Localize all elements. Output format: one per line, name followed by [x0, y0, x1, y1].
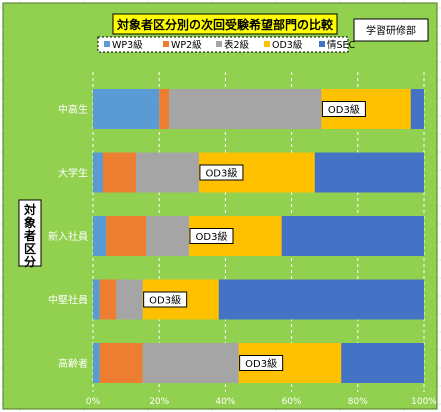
category-label: 大学生: [58, 167, 88, 180]
chart-area: [2, 2, 438, 410]
bar-segment: [142, 343, 239, 383]
legend-swatch: [319, 41, 325, 47]
chart-title: 対象者区分別の次回受験希望部門の比較: [116, 17, 334, 32]
data-label-box: [321, 101, 366, 117]
legend-swatch: [104, 41, 110, 47]
data-label: OD3級: [245, 357, 277, 370]
bar-segment: [93, 343, 100, 383]
bar-segment: [102, 152, 137, 193]
bar-segment: [159, 89, 170, 129]
bar-segment: [93, 89, 160, 129]
bar-segment: [99, 343, 143, 383]
x-tick-label: 100%: [411, 397, 437, 407]
legend-label: OD3級: [272, 39, 303, 51]
bar-segment: [93, 216, 107, 256]
bar-segment: [281, 216, 424, 256]
category-label: 中高生: [58, 103, 88, 116]
y-axis-title-char: 区: [24, 242, 36, 256]
y-axis-title-char: 対: [23, 202, 36, 217]
category-label: 中堅社員: [48, 294, 88, 307]
data-label-box: [189, 228, 234, 244]
bar-segment: [314, 152, 424, 193]
bar-segment: [116, 279, 143, 320]
data-label-box: [239, 355, 284, 371]
data-label: OD3級: [328, 103, 360, 116]
y-axis-title-char: 分: [24, 254, 36, 269]
bar-segment: [341, 343, 424, 383]
bar-segment: [145, 216, 189, 256]
category-label: 新入社員: [48, 230, 88, 243]
bar-segment: [93, 279, 100, 320]
legend-swatch: [264, 41, 270, 47]
bar-segment: [106, 216, 146, 256]
category-label: 高齢者: [58, 357, 88, 370]
data-label: OD3級: [196, 230, 228, 243]
bar-segment: [93, 152, 103, 193]
organization-box: [353, 18, 429, 42]
y-axis-title-char: 者: [23, 228, 36, 243]
legend-swatch: [163, 41, 169, 47]
x-tick-label: 80%: [348, 397, 368, 407]
bar-segment: [169, 89, 322, 129]
bar-segment: [218, 279, 424, 320]
bar-segment: [99, 279, 117, 320]
data-label: OD3級: [205, 167, 237, 180]
x-tick-label: 60%: [282, 397, 302, 407]
legend-swatch: [216, 41, 222, 47]
legend-label: WP2級: [171, 39, 202, 51]
legend-label: 情SEC: [327, 39, 356, 51]
data-label-box: [199, 164, 244, 181]
title-box: [112, 13, 338, 35]
bar-segment: [410, 89, 424, 129]
bar-segment: [136, 152, 199, 193]
data-label-box: [143, 291, 188, 308]
x-tick-label: 40%: [215, 397, 235, 407]
legend-label: 表2級: [224, 39, 250, 51]
y-axis-title-char: 象: [24, 215, 36, 230]
y-axis-title-box: [18, 199, 42, 267]
x-tick-label: 20%: [149, 397, 169, 407]
x-tick-label: 0%: [86, 397, 101, 407]
data-label: OD3級: [149, 294, 181, 307]
legend-label: WP3級: [112, 39, 143, 51]
organization-label: 学習研修部: [366, 24, 416, 37]
legend-box: [97, 36, 349, 53]
